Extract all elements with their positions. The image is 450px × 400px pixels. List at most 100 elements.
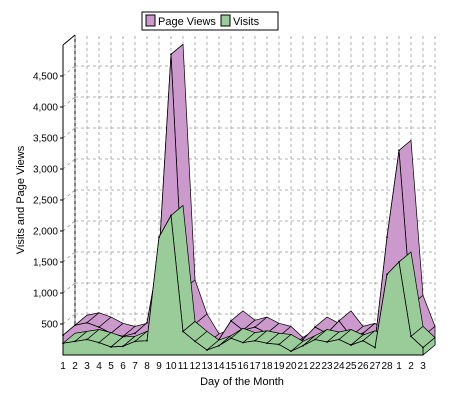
- data-point: [254, 326, 256, 328]
- x-tick-label: 20: [285, 361, 297, 372]
- data-point: [374, 346, 376, 349]
- data-point: [182, 330, 184, 333]
- data-point: [170, 53, 172, 56]
- x-tick-label: 22: [309, 361, 321, 372]
- y-tick-label: 1,000: [33, 289, 58, 300]
- x-tick-label: 3: [84, 361, 90, 372]
- y-tick-label: 1,500: [33, 258, 58, 269]
- data-point: [398, 261, 400, 263]
- x-tick-label: 2: [72, 361, 78, 372]
- data-point: [254, 339, 256, 342]
- y-tick-label: 500: [41, 320, 58, 331]
- y-gridline: [62, 189, 435, 201]
- x-tick-label: 2: [408, 361, 414, 372]
- legend-label-page-views: Page Views: [158, 16, 216, 28]
- data-point: [86, 321, 88, 324]
- x-tick-label: 18: [261, 361, 273, 372]
- data-point: [302, 338, 304, 341]
- data-point: [278, 343, 280, 346]
- y-tick-label: 2,000: [33, 227, 58, 238]
- y-gridline: [62, 127, 435, 139]
- legend-swatch-page-views: [145, 14, 156, 27]
- data-point: [122, 345, 124, 348]
- data-point: [230, 337, 232, 340]
- y-tick-label: 4,000: [33, 103, 58, 114]
- x-tick-label: 6: [120, 361, 126, 372]
- y-tick-label: 3,500: [33, 134, 58, 145]
- series-visits: [62, 205, 436, 356]
- y-gridline: [62, 282, 435, 294]
- y-tick-label: 4,500: [33, 72, 58, 83]
- x-tick-label: 11: [178, 361, 189, 372]
- x-tick-label: 12: [189, 361, 201, 372]
- data-point: [218, 344, 220, 347]
- data-point: [206, 349, 208, 351]
- y-tick-label: 3,000: [33, 165, 58, 176]
- y-gridline: [62, 96, 435, 108]
- series-page-views: [62, 43, 436, 356]
- data-point: [338, 320, 340, 322]
- x-tick-label: 10: [165, 361, 177, 372]
- legend-label-visits: Visits: [233, 16, 260, 28]
- data-point: [74, 324, 76, 327]
- y-gridline: [62, 220, 435, 232]
- data-point: [86, 338, 88, 341]
- legend-box: [141, 11, 279, 31]
- data-point: [266, 342, 268, 345]
- data-point: [110, 346, 112, 348]
- x-tick-label: 5: [108, 361, 114, 372]
- x-tick-label: 3: [420, 361, 426, 372]
- x-tick-label: 13: [201, 361, 213, 372]
- x-tick-label: 14: [213, 361, 225, 372]
- x-tick-label: 1: [60, 361, 66, 372]
- data-point: [410, 335, 412, 338]
- data-point: [314, 326, 316, 328]
- x-tick-label: 26: [357, 361, 369, 372]
- y-axis-title: Visits and Page Views: [15, 145, 27, 254]
- x-tick-label: 7: [132, 361, 138, 372]
- data-point: [170, 214, 172, 217]
- data-point: [398, 149, 400, 152]
- x-tick-label: 9: [156, 361, 162, 372]
- area-front-face: [62, 215, 424, 356]
- x-tick-label: 4: [96, 361, 102, 372]
- data-point: [314, 338, 316, 341]
- data-point: [242, 341, 244, 344]
- x-tick-label: 8: [144, 361, 150, 372]
- data-point: [158, 236, 160, 239]
- data-point: [230, 320, 232, 322]
- x-tick-label: 28: [381, 361, 393, 372]
- data-point: [74, 340, 76, 343]
- x-axis-title: Day of the Month: [200, 376, 284, 388]
- data-point: [386, 273, 388, 276]
- plot-area: 500 1,000 1,500 2,000 2,500 3,000 3,500 4,000 4,…: [33, 33, 436, 372]
- x-tick-label: 16: [237, 361, 249, 372]
- data-point: [386, 236, 388, 239]
- x-tick-label: 24: [333, 361, 345, 372]
- x-tick-label: 15: [225, 361, 237, 372]
- x-tick-label: 23: [321, 361, 333, 372]
- data-point: [422, 346, 424, 349]
- x-tick-label: 27: [369, 361, 381, 372]
- data-point: [362, 339, 364, 342]
- y-gridline: [62, 65, 435, 77]
- data-point: [350, 344, 352, 346]
- data-point: [194, 340, 196, 343]
- legend: Page Views Visits: [141, 11, 279, 31]
- y-gridline: [62, 158, 435, 170]
- x-tick-label: 21: [297, 361, 309, 372]
- data-point: [146, 339, 148, 342]
- data-point: [146, 321, 148, 324]
- data-point: [326, 341, 328, 343]
- data-point: [302, 344, 304, 347]
- data-point: [98, 326, 100, 328]
- x-tick-label: 19: [273, 361, 285, 372]
- x-tick-label: 1: [396, 361, 402, 372]
- data-point: [338, 338, 340, 341]
- data-point: [134, 340, 136, 343]
- wall-top-connector: [62, 34, 76, 46]
- y-tick-label: 2,500: [33, 196, 58, 207]
- data-point: [290, 350, 292, 353]
- x-tick-label: 25: [345, 361, 357, 372]
